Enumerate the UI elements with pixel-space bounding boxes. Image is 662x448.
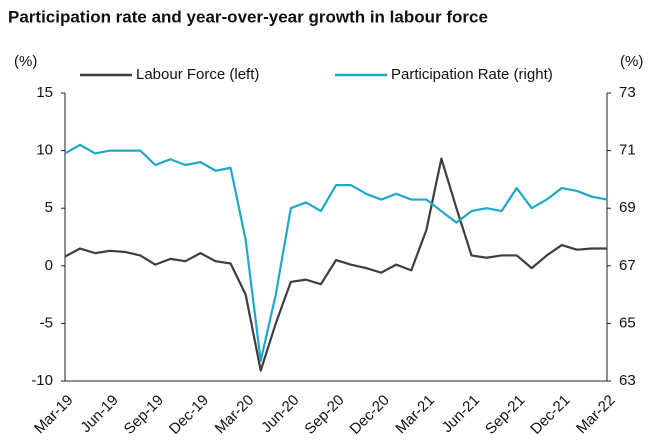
y-axis-label: (%): [14, 53, 37, 70]
y-tick-label: -10: [31, 372, 53, 389]
y-tick-label: 15: [36, 84, 53, 101]
x-tick-label: Mar-21: [392, 392, 438, 438]
y2-tick-label: 65: [619, 314, 636, 331]
x-tick-label: Jun-20: [258, 392, 302, 436]
x-tick-label: Jun-19: [77, 392, 121, 436]
x-tick-label: Dec-20: [347, 392, 393, 438]
x-tick-label: Mar-19: [31, 392, 77, 438]
x-tick-label: Sep-20: [301, 392, 347, 438]
series-line: [64, 143, 608, 362]
chart-title: Participation rate and year-over-year gr…: [8, 7, 488, 26]
series-line: [64, 157, 607, 372]
x-tick-label: Jun-21: [439, 392, 483, 436]
y2-tick-label: 69: [619, 199, 636, 216]
x-tick-label: Sep-19: [121, 392, 167, 438]
y2-axis-label: (%): [620, 53, 643, 70]
x-tick-label: Sep-21: [482, 392, 528, 438]
x-tick-label: Dec-21: [527, 392, 573, 438]
legend-label: Labour Force (left): [136, 66, 259, 83]
y-tick-label: 0: [45, 257, 53, 274]
y-tick-label: 5: [45, 199, 53, 216]
x-tick-label: Dec-19: [166, 392, 212, 438]
y2-tick-label: 63: [619, 372, 636, 389]
y-tick-label: 10: [36, 142, 53, 159]
x-tick-label: Mar-20: [212, 392, 258, 438]
y2-tick-label: 73: [619, 84, 636, 101]
y-tick-label: -5: [40, 314, 53, 331]
x-tick-label: Mar-22: [573, 392, 619, 438]
legend-label: Participation Rate (right): [391, 66, 553, 83]
y2-tick-label: 67: [619, 257, 636, 274]
y2-tick-label: 71: [619, 142, 636, 159]
